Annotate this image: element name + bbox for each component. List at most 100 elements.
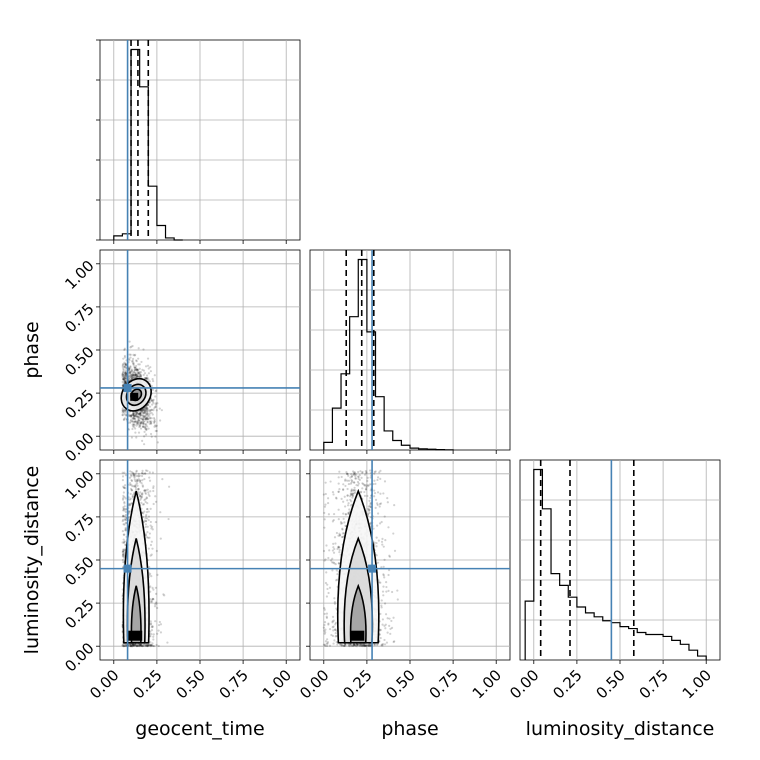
hist-panel-geocent_time: [96, 39, 301, 244]
scatter-point: [128, 359, 131, 362]
scatter-point: [140, 409, 143, 412]
scatter-point: [146, 418, 149, 421]
scatter-point: [151, 597, 154, 600]
scatter-point: [146, 644, 150, 647]
scatter-point: [129, 375, 132, 378]
scatter-point: [129, 365, 132, 368]
scatter-point: [368, 499, 371, 502]
scatter-point: [331, 569, 334, 572]
scatter-point: [145, 414, 149, 417]
scatter-point: [338, 551, 341, 554]
scatter-point: [143, 519, 146, 522]
scatter-point: [350, 489, 353, 492]
scatter-point: [332, 493, 335, 496]
scatter-point: [131, 494, 134, 497]
scatter-point: [144, 533, 148, 537]
scatter-point: [347, 643, 350, 646]
scatter-point: [339, 643, 342, 646]
scatter-point: [396, 598, 399, 601]
scatter-point: [134, 373, 137, 376]
scatter-point: [167, 517, 170, 521]
scatter-point: [128, 483, 132, 487]
scatter-point: [332, 619, 335, 622]
scatter-point: [151, 586, 154, 589]
scatter-point: [143, 411, 147, 414]
scatter-point: [122, 550, 125, 553]
scatter-point: [344, 513, 347, 516]
scatter-point: [123, 347, 126, 350]
scatter-point: [142, 425, 145, 428]
scatter-point: [122, 523, 125, 526]
scatter-point: [345, 472, 349, 475]
scatter-point: [147, 493, 150, 496]
scatter-point: [121, 479, 125, 482]
scatter-point: [340, 475, 343, 479]
scatter-point: [131, 377, 134, 380]
scatter-point: [383, 576, 386, 579]
scatter-point: [328, 549, 331, 552]
scatter-point: [133, 368, 136, 371]
scatter-point: [382, 585, 385, 588]
scatter-point: [335, 497, 338, 500]
scatter-point: [368, 509, 371, 512]
scatter-point: [135, 360, 138, 363]
scatter-point: [368, 644, 371, 647]
scatter-point: [363, 483, 366, 487]
scatter-point: [130, 376, 133, 379]
y-tick-label: 1.00: [61, 467, 97, 503]
scatter-point: [138, 644, 141, 647]
scatter-point: [150, 644, 154, 647]
scatter-point: [122, 378, 125, 381]
scatter-point: [327, 622, 330, 625]
scatter-point: [373, 472, 376, 475]
scatter-point: [137, 644, 140, 648]
scatter-point: [349, 495, 352, 498]
scatter-point: [132, 411, 135, 414]
scatter-point: [385, 581, 388, 584]
scatter-point: [130, 360, 134, 363]
scatter-point: [124, 372, 127, 375]
scatter-point: [137, 413, 140, 416]
scatter-point: [354, 477, 358, 480]
scatter-point: [149, 432, 153, 436]
scatter-point: [123, 365, 127, 368]
scatter-point: [141, 492, 144, 495]
scatter-point: [122, 378, 125, 381]
scatter-point: [366, 507, 370, 511]
scatter-point: [366, 513, 370, 516]
scatter-point: [388, 617, 391, 620]
scatter-point: [148, 380, 151, 383]
scatter-point: [129, 366, 132, 369]
scatter-point: [133, 425, 136, 428]
scatter-point: [147, 643, 151, 646]
scatter-point: [134, 488, 138, 491]
scatter-point: [144, 498, 147, 501]
scatter-point: [325, 571, 328, 574]
scatter-point: [352, 470, 355, 473]
scatter-point: [367, 643, 370, 646]
scatter-point: [137, 371, 140, 375]
scatter-point: [121, 475, 125, 478]
scatter-point: [128, 371, 131, 374]
scatter-point: [324, 628, 327, 631]
scatter-point: [331, 549, 335, 552]
scatter-point: [386, 501, 389, 504]
scatter-point: [122, 644, 125, 648]
scatter-point: [346, 494, 349, 497]
scatter-point: [121, 373, 124, 376]
scatter-point: [141, 417, 144, 420]
scatter-point: [139, 414, 142, 417]
scatter-point: [141, 418, 145, 421]
scatter-point: [151, 378, 154, 381]
scatter-point: [366, 479, 369, 483]
scatter-point: [382, 565, 385, 568]
scatter-point: [137, 478, 140, 481]
scatter-point: [121, 371, 125, 374]
scatter-point: [323, 643, 326, 647]
scatter-point: [134, 366, 138, 370]
y-tick-label: 0.00: [61, 429, 97, 465]
scatter-point: [146, 644, 149, 647]
scatter-point: [121, 409, 124, 413]
scatter-point: [373, 470, 376, 474]
scatter-point: [154, 395, 157, 398]
